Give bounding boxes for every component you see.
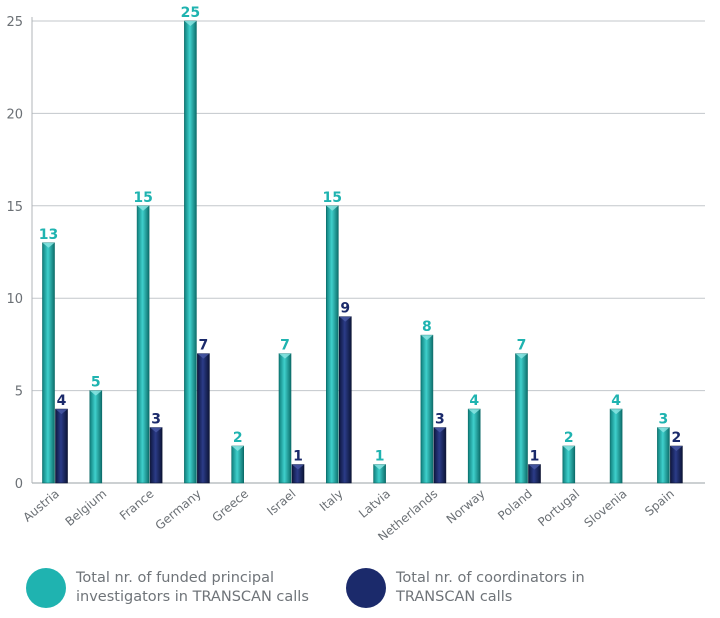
bar-coordinators <box>338 316 352 484</box>
data-label: 2 <box>564 430 574 446</box>
bar-cap <box>197 353 210 359</box>
bar-cap <box>42 242 55 248</box>
y-tick-label: 5 <box>15 385 23 400</box>
bar-cap <box>279 353 291 359</box>
data-label: 8 <box>422 319 432 335</box>
legend-label-coordinators: Total nr. of coordinators in TRANSCAN ca… <box>396 570 585 605</box>
data-label: 15 <box>133 190 152 206</box>
bar-coordinators <box>197 353 210 484</box>
bar-investigators <box>515 353 528 484</box>
data-label: 2 <box>672 430 682 446</box>
data-label: 1 <box>375 449 385 465</box>
bar-investigators <box>42 242 55 484</box>
bar-investigators <box>657 427 670 484</box>
x-tick-label-norway: Norway <box>444 487 488 527</box>
data-label: 7 <box>517 338 527 354</box>
y-tick-label: 20 <box>6 107 23 122</box>
x-tick-label-spain: Spain <box>642 487 677 519</box>
bar-investigators <box>136 205 150 484</box>
data-label: 7 <box>280 338 290 354</box>
bar-cap <box>373 464 386 470</box>
data-label: 13 <box>39 227 58 243</box>
bar-cap <box>515 353 528 359</box>
bar-cap <box>231 446 244 452</box>
data-label: 25 <box>181 5 200 21</box>
y-tick-label: 15 <box>6 200 23 215</box>
data-label: 3 <box>151 412 161 428</box>
bar-coordinators <box>433 427 447 484</box>
bar-cap <box>420 335 433 341</box>
bar-cap <box>89 390 102 396</box>
legend-item-investigators: Total nr. of funded principal investigat… <box>26 568 326 608</box>
data-label: 5 <box>91 375 101 391</box>
bar-cap <box>610 409 623 415</box>
data-label: 4 <box>611 393 621 409</box>
data-label: 3 <box>435 412 445 428</box>
legend-item-coordinators: Total nr. of coordinators in TRANSCAN ca… <box>346 568 646 608</box>
bar-cap <box>339 316 352 322</box>
bar-coordinators <box>149 427 163 484</box>
bar-investigators <box>609 408 623 484</box>
data-label: 15 <box>323 190 342 206</box>
y-tick-label: 25 <box>6 15 23 30</box>
data-label: 4 <box>57 393 67 409</box>
x-tick-label-italy: Italy <box>317 487 346 514</box>
x-tick-label-israel: Israel <box>264 487 298 519</box>
y-axis-ticks: 0 5 10 15 20 25 <box>6 15 23 492</box>
y-tick-label: 10 <box>6 292 23 307</box>
bars <box>42 20 683 484</box>
x-tick-label-germany: Germany <box>153 487 204 533</box>
data-label: 3 <box>659 412 669 428</box>
data-label: 1 <box>293 449 303 465</box>
bar-investigators <box>562 445 576 484</box>
bar-cap <box>150 427 163 433</box>
legend-swatch-navy <box>346 568 386 608</box>
bar-coordinators <box>670 445 683 484</box>
bar-cap <box>292 464 304 470</box>
legend-swatch-teal <box>26 568 66 608</box>
x-tick-label-austria: Austria <box>20 487 61 525</box>
bar-investigators <box>420 334 434 484</box>
bar-cap <box>468 409 481 415</box>
bar-cap <box>670 446 683 452</box>
bar-cap <box>137 205 150 211</box>
bar-cap <box>657 427 670 433</box>
x-tick-label-belgium: Belgium <box>63 487 110 529</box>
data-label: 4 <box>469 393 479 409</box>
data-label: 7 <box>199 338 209 354</box>
x-tick-label-slovenia: Slovenia <box>581 487 629 531</box>
data-label: 9 <box>340 301 350 317</box>
bar-cap <box>326 205 339 211</box>
bar-investigators <box>231 445 244 484</box>
x-tick-label-portugal: Portugal <box>535 487 582 530</box>
x-tick-label-france: France <box>117 487 157 523</box>
y-tick-label: 0 <box>15 477 23 492</box>
bar-cap <box>184 21 197 26</box>
bar-cap <box>433 427 446 433</box>
bar-cap <box>562 446 575 452</box>
x-tick-label-poland: Poland <box>495 487 535 523</box>
bar-investigators <box>184 20 197 484</box>
bar-coordinators <box>55 408 68 484</box>
data-label: 2 <box>233 430 243 446</box>
data-label: 1 <box>530 449 540 465</box>
bar-investigators <box>89 390 103 484</box>
bar-cap <box>55 409 68 415</box>
legend-label-investigators: Total nr. of funded principal investigat… <box>76 570 309 605</box>
bar-cap <box>528 464 541 470</box>
x-tick-label-greece: Greece <box>209 487 251 525</box>
bar-investigators <box>278 353 292 484</box>
bar-investigators <box>467 408 481 484</box>
x-tick-label-latvia: Latvia <box>356 487 393 521</box>
grid-lines <box>31 17 705 484</box>
bar-investigators <box>325 205 339 484</box>
